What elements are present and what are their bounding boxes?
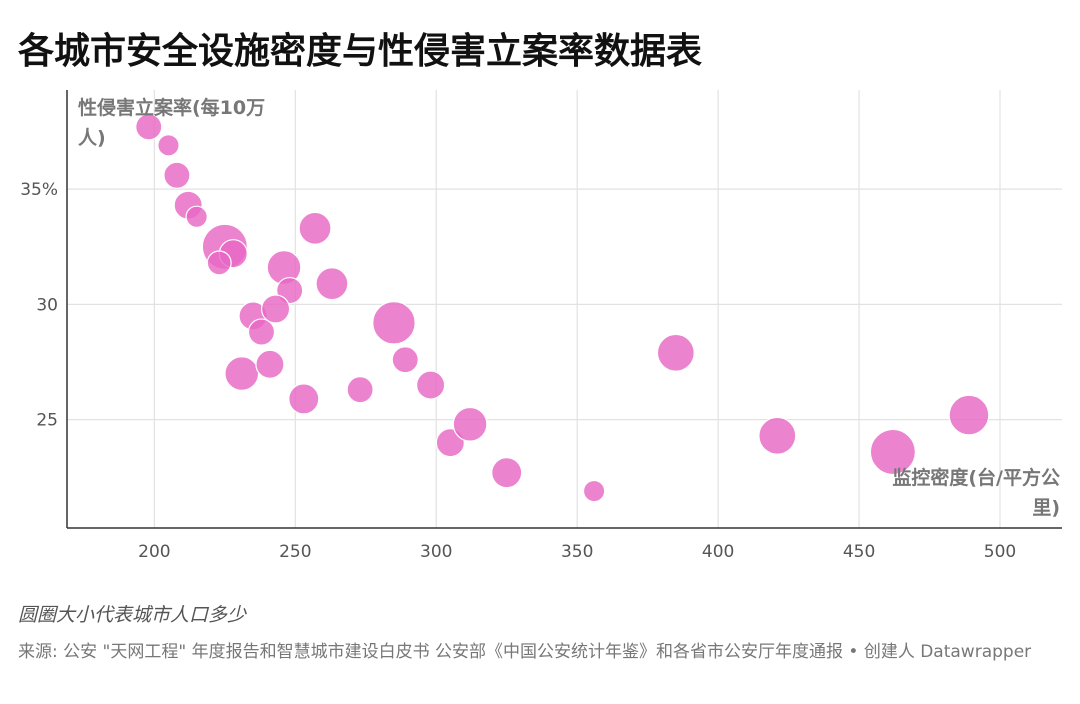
- x-tick-label: 350: [561, 542, 593, 562]
- data-point[interactable]: [416, 370, 446, 400]
- data-point[interactable]: [224, 356, 260, 391]
- data-point[interactable]: [298, 211, 332, 245]
- data-point[interactable]: [452, 406, 488, 442]
- data-point[interactable]: [491, 457, 523, 489]
- data-point[interactable]: [255, 349, 285, 379]
- size-legend-note: 圆圈大小代表城市人口多少: [18, 604, 247, 626]
- data-point[interactable]: [315, 267, 349, 301]
- data-point[interactable]: [869, 428, 916, 476]
- chart-title: 各城市安全设施密度与性侵害立案率数据表: [18, 31, 703, 72]
- x-axis-label: 监控密度(台/平方公里): [892, 466, 1060, 519]
- y-axis-label: 性侵害立案率(每10万人): [78, 96, 265, 149]
- data-point[interactable]: [260, 294, 291, 324]
- source-credit: 来源: 公安 "天网工程" 年度报告和智慧城市建设白皮书 公安部《中国公安统计年…: [18, 642, 1032, 662]
- axis-labels: 性侵害立案率(每10万人) 监控密度(台/平方公里): [78, 96, 1060, 519]
- y-tick-label: 25: [36, 411, 58, 431]
- data-point[interactable]: [185, 205, 208, 228]
- data-point[interactable]: [135, 113, 163, 141]
- data-point[interactable]: [163, 161, 191, 189]
- data-points: [135, 113, 990, 503]
- scatter-chart: 200 250 300 350 400 450 500 25 30 35% 性侵害立案率(每10万…: [20, 90, 1062, 562]
- y-tick-label: 30: [36, 295, 58, 315]
- data-point[interactable]: [372, 301, 416, 345]
- x-tick-label: 450: [843, 542, 875, 562]
- x-tick-label: 250: [279, 542, 311, 562]
- data-point[interactable]: [288, 383, 320, 415]
- x-tick-label: 300: [420, 542, 452, 562]
- data-point[interactable]: [346, 376, 374, 404]
- x-tick-label: 200: [138, 542, 170, 562]
- gridlines: [67, 90, 1062, 528]
- data-point[interactable]: [948, 394, 990, 436]
- x-tick-label: 400: [702, 542, 734, 562]
- data-point[interactable]: [391, 346, 419, 374]
- data-point[interactable]: [758, 416, 797, 455]
- data-point[interactable]: [206, 250, 232, 276]
- data-point[interactable]: [157, 134, 180, 157]
- x-tick-label: 500: [984, 542, 1016, 562]
- data-point[interactable]: [582, 479, 606, 503]
- axes: 200 250 300 350 400 450 500 25 30 35%: [20, 90, 1062, 562]
- data-point[interactable]: [656, 333, 695, 372]
- y-tick-label: 35%: [20, 180, 58, 200]
- data-point[interactable]: [247, 318, 276, 346]
